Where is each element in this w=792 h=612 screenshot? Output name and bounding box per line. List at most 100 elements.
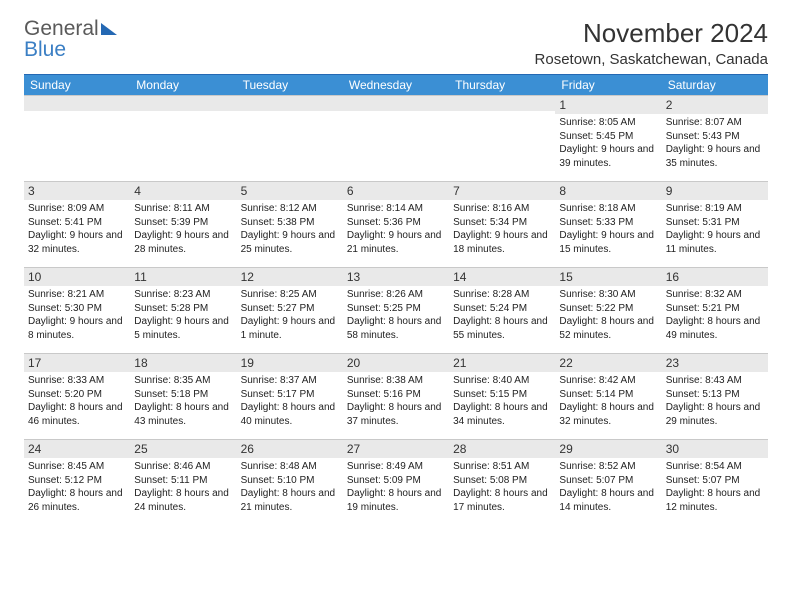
- day-cell: 19Sunrise: 8:37 AMSunset: 5:17 PMDayligh…: [237, 353, 343, 439]
- sunrise-text: Sunrise: 8:35 AM: [134, 374, 232, 388]
- dayheader-fri: Friday: [555, 75, 661, 95]
- page-subtitle: Rosetown, Saskatchewan, Canada: [535, 51, 768, 68]
- dayheader-sat: Saturday: [662, 75, 768, 95]
- day-number: 19: [237, 353, 343, 372]
- day-cell: 22Sunrise: 8:42 AMSunset: 5:14 PMDayligh…: [555, 353, 661, 439]
- day-number: 13: [343, 267, 449, 286]
- sunrise-text: Sunrise: 8:52 AM: [559, 460, 657, 474]
- day-number: 1: [555, 95, 661, 114]
- day-cell: 5Sunrise: 8:12 AMSunset: 5:38 PMDaylight…: [237, 181, 343, 267]
- day-cell: 23Sunrise: 8:43 AMSunset: 5:13 PMDayligh…: [662, 353, 768, 439]
- dayheader-wed: Wednesday: [343, 75, 449, 95]
- day-cell: [449, 95, 555, 181]
- day-cell: 24Sunrise: 8:45 AMSunset: 5:12 PMDayligh…: [24, 439, 130, 525]
- day-cell: 9Sunrise: 8:19 AMSunset: 5:31 PMDaylight…: [662, 181, 768, 267]
- daylight-text: Daylight: 8 hours and 43 minutes.: [134, 401, 232, 428]
- sunset-text: Sunset: 5:21 PM: [666, 302, 764, 316]
- sunset-text: Sunset: 5:09 PM: [347, 474, 445, 488]
- sunrise-text: Sunrise: 8:40 AM: [453, 374, 551, 388]
- day-number: 20: [343, 353, 449, 372]
- daylight-text: Daylight: 9 hours and 28 minutes.: [134, 229, 232, 256]
- sunrise-text: Sunrise: 8:48 AM: [241, 460, 339, 474]
- sunrise-text: Sunrise: 8:25 AM: [241, 288, 339, 302]
- sunrise-text: Sunrise: 8:28 AM: [453, 288, 551, 302]
- sunset-text: Sunset: 5:11 PM: [134, 474, 232, 488]
- day-cell: [24, 95, 130, 181]
- day-number: 14: [449, 267, 555, 286]
- week-row: 24Sunrise: 8:45 AMSunset: 5:12 PMDayligh…: [24, 439, 768, 525]
- sunset-text: Sunset: 5:36 PM: [347, 216, 445, 230]
- sunset-text: Sunset: 5:43 PM: [666, 130, 764, 144]
- sunset-text: Sunset: 5:15 PM: [453, 388, 551, 402]
- week-row: 3Sunrise: 8:09 AMSunset: 5:41 PMDaylight…: [24, 181, 768, 267]
- page-title: November 2024: [535, 18, 768, 49]
- header: General Blue November 2024 Rosetown, Sas…: [24, 18, 768, 68]
- sunset-text: Sunset: 5:08 PM: [453, 474, 551, 488]
- day-number: 22: [555, 353, 661, 372]
- day-number: 2: [662, 95, 768, 114]
- day-cell: 7Sunrise: 8:16 AMSunset: 5:34 PMDaylight…: [449, 181, 555, 267]
- day-cell: 2Sunrise: 8:07 AMSunset: 5:43 PMDaylight…: [662, 95, 768, 181]
- sunrise-text: Sunrise: 8:05 AM: [559, 116, 657, 130]
- sunrise-text: Sunrise: 8:23 AM: [134, 288, 232, 302]
- daylight-text: Daylight: 8 hours and 19 minutes.: [347, 487, 445, 514]
- day-number: [237, 95, 343, 111]
- daylight-text: Daylight: 8 hours and 24 minutes.: [134, 487, 232, 514]
- sunrise-text: Sunrise: 8:33 AM: [28, 374, 126, 388]
- calendar: Sunday Monday Tuesday Wednesday Thursday…: [24, 74, 768, 525]
- daylight-text: Daylight: 8 hours and 37 minutes.: [347, 401, 445, 428]
- daylight-text: Daylight: 8 hours and 14 minutes.: [559, 487, 657, 514]
- day-number: 3: [24, 181, 130, 200]
- daylight-text: Daylight: 9 hours and 18 minutes.: [453, 229, 551, 256]
- sunrise-text: Sunrise: 8:16 AM: [453, 202, 551, 216]
- sunrise-text: Sunrise: 8:26 AM: [347, 288, 445, 302]
- day-cell: 26Sunrise: 8:48 AMSunset: 5:10 PMDayligh…: [237, 439, 343, 525]
- day-number: 17: [24, 353, 130, 372]
- day-number: [130, 95, 236, 111]
- day-cell: 29Sunrise: 8:52 AMSunset: 5:07 PMDayligh…: [555, 439, 661, 525]
- day-cell: 18Sunrise: 8:35 AMSunset: 5:18 PMDayligh…: [130, 353, 236, 439]
- sunset-text: Sunset: 5:10 PM: [241, 474, 339, 488]
- sunset-text: Sunset: 5:13 PM: [666, 388, 764, 402]
- day-cell: 12Sunrise: 8:25 AMSunset: 5:27 PMDayligh…: [237, 267, 343, 353]
- sunrise-text: Sunrise: 8:21 AM: [28, 288, 126, 302]
- sunset-text: Sunset: 5:07 PM: [666, 474, 764, 488]
- sunrise-text: Sunrise: 8:18 AM: [559, 202, 657, 216]
- daylight-text: Daylight: 9 hours and 8 minutes.: [28, 315, 126, 342]
- sunset-text: Sunset: 5:24 PM: [453, 302, 551, 316]
- day-cell: 14Sunrise: 8:28 AMSunset: 5:24 PMDayligh…: [449, 267, 555, 353]
- sunset-text: Sunset: 5:07 PM: [559, 474, 657, 488]
- day-number: 26: [237, 439, 343, 458]
- day-cell: 30Sunrise: 8:54 AMSunset: 5:07 PMDayligh…: [662, 439, 768, 525]
- sunrise-text: Sunrise: 8:32 AM: [666, 288, 764, 302]
- daylight-text: Daylight: 8 hours and 34 minutes.: [453, 401, 551, 428]
- day-cell: 10Sunrise: 8:21 AMSunset: 5:30 PMDayligh…: [24, 267, 130, 353]
- day-cell: 1Sunrise: 8:05 AMSunset: 5:45 PMDaylight…: [555, 95, 661, 181]
- day-number: 12: [237, 267, 343, 286]
- sunrise-text: Sunrise: 8:19 AM: [666, 202, 764, 216]
- day-number: [24, 95, 130, 111]
- sunset-text: Sunset: 5:28 PM: [134, 302, 232, 316]
- sunset-text: Sunset: 5:41 PM: [28, 216, 126, 230]
- day-cell: [343, 95, 449, 181]
- daylight-text: Daylight: 9 hours and 5 minutes.: [134, 315, 232, 342]
- day-number: 23: [662, 353, 768, 372]
- daylight-text: Daylight: 8 hours and 17 minutes.: [453, 487, 551, 514]
- day-cell: 6Sunrise: 8:14 AMSunset: 5:36 PMDaylight…: [343, 181, 449, 267]
- sunset-text: Sunset: 5:45 PM: [559, 130, 657, 144]
- day-cell: 28Sunrise: 8:51 AMSunset: 5:08 PMDayligh…: [449, 439, 555, 525]
- dayheader-tue: Tuesday: [237, 75, 343, 95]
- day-number: [449, 95, 555, 111]
- sunrise-text: Sunrise: 8:46 AM: [134, 460, 232, 474]
- sunrise-text: Sunrise: 8:12 AM: [241, 202, 339, 216]
- day-number: [343, 95, 449, 111]
- day-number: 11: [130, 267, 236, 286]
- day-cell: 25Sunrise: 8:46 AMSunset: 5:11 PMDayligh…: [130, 439, 236, 525]
- week-row: 1Sunrise: 8:05 AMSunset: 5:45 PMDaylight…: [24, 95, 768, 181]
- day-number: 5: [237, 181, 343, 200]
- day-number: 8: [555, 181, 661, 200]
- dayheader-thu: Thursday: [449, 75, 555, 95]
- sunrise-text: Sunrise: 8:11 AM: [134, 202, 232, 216]
- title-block: November 2024 Rosetown, Saskatchewan, Ca…: [535, 18, 768, 68]
- day-cell: 8Sunrise: 8:18 AMSunset: 5:33 PMDaylight…: [555, 181, 661, 267]
